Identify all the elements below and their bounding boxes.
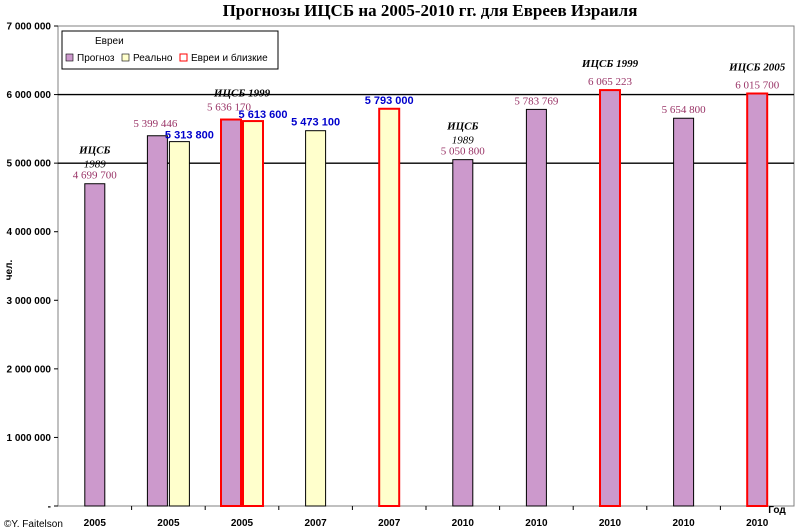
- chart-title: Прогнозы ИЦСБ на 2005-2010 гг. для Еврее…: [223, 1, 638, 20]
- x-tick-label: 2010: [599, 518, 622, 529]
- legend-swatch-actual: [121, 53, 130, 62]
- annotation: ИЦСБ 1999: [581, 58, 639, 70]
- y-tick-label: 2 000 000: [7, 364, 52, 375]
- y-tick-label: 5 000 000: [7, 159, 52, 170]
- data-label: 5 313 800: [165, 130, 214, 142]
- bar: [452, 159, 474, 507]
- legend-swatch-forecast: [65, 53, 74, 62]
- annotation: 1989: [84, 159, 107, 171]
- x-tick-label: 2010: [525, 518, 548, 529]
- data-label: 4 699 700: [73, 170, 118, 182]
- legend-swatch-broad: [179, 53, 188, 62]
- bar: [378, 107, 401, 507]
- x-tick-label: 2007: [378, 518, 401, 529]
- annotation: ИЦСБ 1999: [213, 88, 271, 100]
- bars: [84, 89, 769, 508]
- x-tick-label: 2005: [84, 518, 107, 529]
- bar: [146, 135, 168, 507]
- data-label: 5 050 800: [441, 146, 486, 158]
- annotation: ИЦСБ 2005: [728, 61, 786, 73]
- annotation: ИЦСБ: [78, 145, 110, 157]
- bar: [220, 118, 242, 507]
- bar: [168, 141, 190, 507]
- x-tick-label: 2005: [157, 518, 180, 529]
- y-axis-ticks: - 1 000 000 2 000 000 3 000 000 4 000 000 5 0…: [7, 22, 58, 513]
- data-label: 6 015 700: [735, 79, 780, 91]
- legend: Евреи Прогноз Реально Евреи и близкие: [61, 30, 279, 70]
- annotation: 1989: [452, 135, 475, 147]
- bar: [746, 92, 769, 508]
- x-tick-label: 2010: [672, 518, 695, 529]
- x-tick-label: 2010: [746, 518, 769, 529]
- bar: [84, 183, 106, 507]
- data-label: 5 636 170: [207, 102, 252, 114]
- data-label: 5 399 446: [133, 118, 178, 130]
- legend-label-broad: Евреи и близкие: [191, 52, 268, 64]
- legend-label-actual: Реально: [133, 53, 173, 64]
- annotations: ИЦСБ 1989 ИЦСБ 1999 ИЦСБ 1989 ИЦСБ 1999 ИЦСБ 2…: [78, 58, 786, 171]
- legend-label-forecast: Прогноз: [77, 53, 115, 64]
- legend-title: Евреи: [95, 36, 124, 47]
- x-axis-ticks: 2005 2005 2005 2007 2007 2010 2010 2010 2010 2010: [84, 506, 769, 529]
- data-label: 5 473 100: [291, 117, 340, 129]
- y-tick-label: 1 000 000: [7, 433, 52, 444]
- y-tick-label: 4 000 000: [7, 227, 52, 238]
- y-tick-label: -: [48, 502, 51, 513]
- y-tick-label: 3 000 000: [7, 296, 52, 307]
- y-tick-label: 6 000 000: [7, 90, 52, 101]
- data-label: 5 613 600: [239, 109, 288, 121]
- copyright-text: ©Y. Faitelson: [4, 519, 63, 530]
- data-label: 6 065 223: [588, 76, 633, 88]
- x-axis-label: Год: [768, 505, 786, 516]
- bar: [599, 89, 621, 507]
- y-axis-label: чел.: [4, 260, 15, 281]
- x-tick-label: 2010: [452, 518, 475, 529]
- bar: [242, 120, 264, 507]
- bar: [525, 108, 547, 507]
- data-label: 5 654 800: [662, 104, 707, 116]
- data-label: 5 783 769: [514, 95, 559, 107]
- bar: [305, 130, 327, 507]
- data-label: 5 793 000: [365, 95, 414, 107]
- bar: [673, 117, 695, 507]
- annotation: ИЦСБ: [446, 121, 478, 133]
- x-tick-label: 2005: [231, 518, 254, 529]
- x-tick-label: 2007: [304, 518, 327, 529]
- y-tick-label: 7 000 000: [7, 22, 52, 33]
